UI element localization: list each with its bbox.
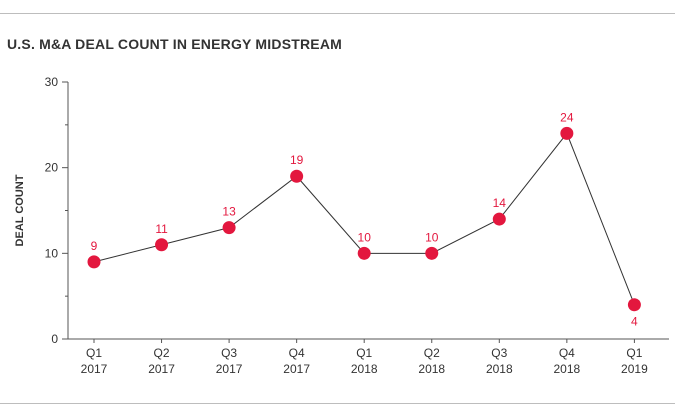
- data-point: [492, 212, 506, 226]
- bottom-rule: [0, 403, 675, 404]
- x-tick-label-year: 2017: [283, 362, 310, 376]
- x-tick-label-year: 2017: [216, 362, 243, 376]
- x-tick-label-quarter: Q1: [86, 346, 102, 360]
- y-tick-label: 0: [51, 332, 58, 346]
- x-tick-label-quarter: Q4: [289, 346, 305, 360]
- data-label: 9: [91, 239, 98, 253]
- x-tick-label-year: 2017: [81, 362, 108, 376]
- chart-title: U.S. M&A DEAL COUNT IN ENERGY MIDSTREAM: [7, 36, 343, 52]
- y-tick-label: 30: [45, 75, 59, 89]
- data-label: 14: [493, 196, 507, 210]
- x-tick-label-quarter: Q1: [356, 346, 372, 360]
- top-rule: [0, 13, 675, 14]
- x-tick-label-quarter: Q1: [626, 346, 642, 360]
- data-label: 11: [155, 222, 168, 236]
- data-point: [87, 255, 101, 269]
- data-label: 19: [290, 153, 304, 167]
- x-tick-label-quarter: Q2: [154, 346, 170, 360]
- x-tick-label-quarter: Q2: [424, 346, 440, 360]
- x-tick-label-quarter: Q3: [491, 346, 507, 360]
- x-tick-label-year: 2019: [621, 362, 648, 376]
- data-point: [222, 221, 236, 235]
- x-tick-label-year: 2018: [351, 362, 378, 376]
- y-tick-label: 20: [45, 161, 59, 175]
- data-point: [560, 126, 574, 140]
- x-tick-label-quarter: Q3: [221, 346, 237, 360]
- data-label: 24: [560, 110, 574, 124]
- x-tick-label-year: 2017: [148, 362, 175, 376]
- x-tick-label-year: 2018: [553, 362, 580, 376]
- data-point: [357, 246, 371, 260]
- data-point: [627, 298, 641, 312]
- data-label: 13: [222, 205, 236, 219]
- data-label: 10: [425, 230, 439, 244]
- x-tick-label-quarter: Q4: [559, 346, 575, 360]
- data-label: 10: [358, 230, 372, 244]
- y-tick-label: 10: [45, 246, 59, 260]
- x-tick-label-year: 2018: [418, 362, 445, 376]
- data-point: [425, 246, 439, 260]
- x-tick-label-year: 2018: [486, 362, 513, 376]
- series-line: [93, 132, 635, 305]
- data-point: [155, 238, 169, 252]
- y-axis-title: DEAL COUNT: [14, 174, 26, 246]
- data-label: 4: [631, 315, 638, 329]
- data-point: [290, 169, 304, 183]
